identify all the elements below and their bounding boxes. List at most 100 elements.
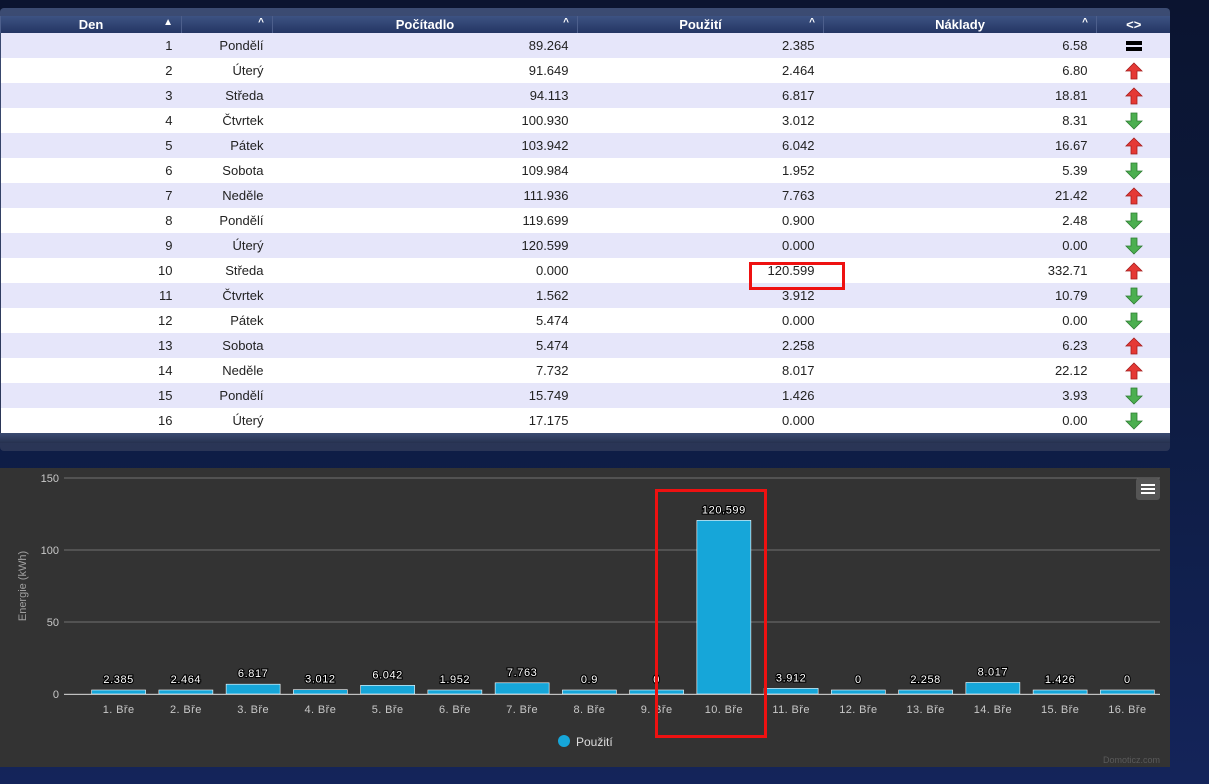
- cell-usage: 0.000: [781, 238, 815, 253]
- cell-cost: 6.23: [1062, 338, 1088, 353]
- cell-trend: [1097, 233, 1171, 258]
- x-tick-label: 10. Bře: [705, 704, 743, 716]
- column-header-1[interactable]: ^: [181, 16, 273, 33]
- cell-weekday: Středa: [225, 263, 264, 278]
- cell-counter: 17.175: [528, 413, 569, 428]
- table-row[interactable]: 9 Úterý 120.599 0.000 0.00: [0, 233, 1171, 258]
- cell-cost: 18.81: [1054, 88, 1088, 103]
- table-row[interactable]: 1 Pondělí 89.264 2.385 6.58: [0, 33, 1171, 58]
- cell-cost: 2.48: [1062, 213, 1088, 228]
- cell-counter: 15.749: [528, 388, 569, 403]
- cell-trend: [1097, 283, 1171, 308]
- cell-counter: 91.649: [528, 63, 569, 78]
- table-row[interactable]: 2 Úterý 91.649 2.464 6.80: [0, 58, 1171, 83]
- y-axis-title: Energie (kWh): [17, 551, 29, 621]
- sort-arrow-icon[interactable]: ^: [1082, 17, 1088, 28]
- bar-data-label: 3.912: [776, 672, 807, 684]
- arrow-down-icon: [1124, 387, 1143, 405]
- arrow-up-icon: [1124, 336, 1143, 354]
- cell-trend: [1097, 33, 1171, 58]
- bar-data-label: 0: [653, 674, 660, 686]
- column-header-5[interactable]: <>: [1096, 16, 1170, 33]
- column-header-label: Náklady: [935, 17, 985, 32]
- table-row[interactable]: 11 Čtvrtek 1.562 3.912 10.79: [0, 283, 1171, 308]
- cell-usage: 0.000: [781, 313, 815, 328]
- bar-data-label: 2.464: [171, 674, 202, 686]
- cell-counter: 119.699: [522, 213, 569, 228]
- cell-cost: 0.00: [1062, 313, 1088, 328]
- cell-day: 5: [165, 138, 173, 153]
- bar-data-label: 6.817: [238, 668, 269, 680]
- sort-arrow-icon[interactable]: ^: [258, 17, 264, 28]
- arrow-up-icon: [1124, 261, 1143, 279]
- cell-trend: [1097, 58, 1171, 83]
- arrow-down-icon: [1124, 112, 1143, 130]
- x-tick-label: 7. Bře: [506, 704, 538, 716]
- column-header-4[interactable]: Náklady ^: [823, 16, 1097, 33]
- table-row[interactable]: 12 Pátek 5.474 0.000 0.00: [0, 308, 1170, 333]
- chart-bar: [360, 684, 415, 695]
- table-row[interactable]: 14 Neděle 7.732 8.017 22.12: [0, 358, 1170, 383]
- table-row[interactable]: 5 Pátek 103.942 6.042 16.67: [0, 133, 1170, 158]
- table-row[interactable]: 3 Středa 94.113 6.817 18.81: [0, 83, 1171, 108]
- table-row[interactable]: 7 Neděle 111.936 7.763 21.42: [0, 183, 1170, 208]
- chart-bar: [898, 689, 953, 695]
- cell-counter: 94.113: [529, 88, 569, 103]
- chart-bar: [293, 689, 348, 695]
- cell-weekday: Úterý: [232, 413, 264, 428]
- column-header-0[interactable]: Den ▲: [0, 16, 182, 33]
- arrow-up-icon: [1124, 361, 1143, 379]
- cell-usage: 2.258: [781, 338, 815, 353]
- sort-arrow-icon[interactable]: ^: [809, 17, 815, 28]
- bar-data-label: 6.042: [372, 669, 403, 681]
- table-row[interactable]: 4 Čtvrtek 100.930 3.012 8.31: [0, 108, 1170, 133]
- arrow-down-icon: [1124, 287, 1143, 305]
- cell-counter: 89.264: [528, 38, 569, 53]
- column-header-2[interactable]: Počítadlo ^: [272, 16, 578, 33]
- cell-trend: [1097, 408, 1171, 433]
- chart-menu-button[interactable]: [1136, 478, 1160, 500]
- table-row[interactable]: 15 Pondělí 15.749 1.426 3.93: [0, 383, 1171, 408]
- cell-cost: 10.79: [1054, 288, 1088, 303]
- table-row[interactable]: 6 Sobota 109.984 1.952 5.39: [0, 158, 1171, 183]
- x-tick-label: 9. Bře: [641, 704, 673, 716]
- legend-label: Použití: [576, 735, 613, 749]
- y-tick-label: 100: [41, 545, 59, 557]
- y-tick-label: 50: [47, 617, 59, 629]
- cell-weekday: Neděle: [222, 363, 264, 378]
- cell-usage: 8.017: [781, 363, 815, 378]
- table-row[interactable]: 8 Pondělí 119.699 0.900 2.48: [0, 208, 1170, 233]
- cell-usage: 6.042: [781, 138, 815, 153]
- table-row[interactable]: 13 Sobota 5.474 2.258 6.23: [0, 333, 1170, 358]
- cell-cost: 332.71: [1047, 263, 1088, 278]
- cell-trend: [1097, 83, 1171, 108]
- cell-cost: 5.39: [1062, 163, 1088, 178]
- cell-trend: [1097, 383, 1171, 408]
- cell-trend: [1097, 258, 1171, 283]
- equal-icon: [1125, 40, 1142, 51]
- cell-cost: 21.42: [1054, 188, 1088, 203]
- cell-usage: 0.000: [781, 413, 815, 428]
- column-header-label: Den: [78, 17, 104, 32]
- bar-data-label: 8.017: [978, 666, 1009, 678]
- x-tick-label: 3. Bře: [237, 704, 269, 716]
- cell-counter: 111.936: [523, 188, 569, 203]
- bar-data-label: 0: [855, 674, 862, 686]
- chart-panel: 0 50 100 150 Energie (kWh) 2.385 1. Bře 2.464 2.…: [0, 468, 1170, 767]
- cell-counter: 103.942: [521, 138, 569, 153]
- sort-arrow-icon[interactable]: ▲: [163, 17, 173, 28]
- bar-data-label: 0.9: [581, 674, 598, 686]
- cell-cost: 0.00: [1062, 413, 1088, 428]
- column-header-3[interactable]: Použití ^: [577, 16, 824, 33]
- sort-arrow-icon[interactable]: ^: [563, 17, 569, 28]
- table-row[interactable]: 10 Středa 0.000 120.599 332.71: [0, 258, 1171, 283]
- chart-bar: [763, 688, 819, 695]
- table-row[interactable]: 16 Úterý 17.175 0.000 0.00: [0, 408, 1171, 433]
- cell-counter: 5.474: [535, 338, 569, 353]
- usage-bar-chart: 0 50 100 150 Energie (kWh) 2.385 1. Bře 2.464 2.…: [17, 473, 1160, 765]
- cell-day: 3: [165, 88, 173, 103]
- arrow-up-icon: [1124, 186, 1143, 204]
- cell-counter: 100.930: [521, 113, 569, 128]
- bar-data-label: 7.763: [507, 667, 538, 679]
- cell-trend: [1097, 158, 1171, 183]
